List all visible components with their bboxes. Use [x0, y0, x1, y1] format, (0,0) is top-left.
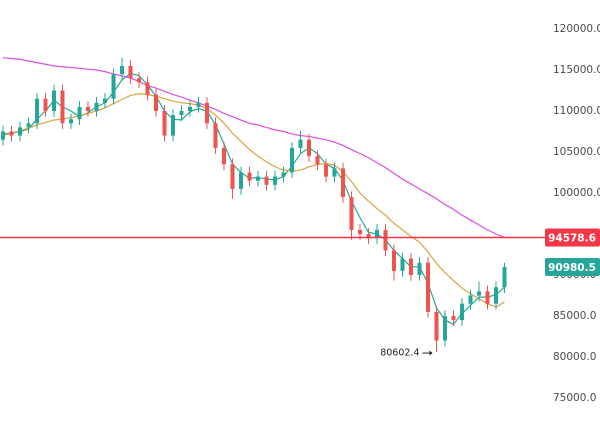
candle-body [43, 98, 48, 112]
candle-body [120, 65, 124, 75]
candle-body [349, 197, 354, 230]
last-price-label: 90980.5 [548, 262, 596, 274]
y-tick-label: 75000.0 [553, 392, 596, 404]
candle-body [256, 176, 260, 181]
candle-body [383, 229, 388, 251]
y-tick-label: 85000.0 [553, 310, 596, 322]
candle-body [1, 131, 5, 140]
candle-body [239, 172, 243, 189]
candle-body [468, 295, 473, 304]
y-tick-label: 115000.0 [553, 64, 600, 76]
candle-body [60, 90, 65, 124]
candle-body [443, 315, 447, 341]
moving-average-line [2, 93, 505, 308]
candle-body [52, 90, 56, 112]
candle-body [264, 176, 269, 185]
candle-body [485, 291, 490, 304]
candle-body [222, 147, 226, 165]
candle-body [86, 106, 90, 112]
candle-body [171, 115, 175, 136]
low-price-arrow-head [429, 350, 433, 356]
candle-body [111, 74, 116, 99]
price-line-label-box [545, 228, 600, 247]
candle-body [298, 139, 303, 148]
low-price-label: 80602.4 [380, 348, 419, 359]
candle-body [18, 127, 22, 136]
candle-body [451, 315, 456, 321]
candle-body [162, 111, 167, 136]
candle-body [179, 111, 184, 116]
candle-body [35, 98, 39, 124]
candle-body [494, 287, 498, 304]
candle-body [281, 172, 286, 177]
candle-body [77, 106, 82, 120]
candle-body [196, 102, 201, 107]
candle-body [400, 258, 405, 271]
candle-body [137, 78, 141, 83]
moving-average-line [2, 57, 505, 238]
candle-body [145, 82, 150, 95]
candle-body [273, 176, 277, 185]
candle-body [324, 164, 328, 177]
y-tick-label: 110000.0 [553, 105, 600, 117]
candle-body [366, 233, 371, 239]
y-tick-label: 120000.0 [553, 23, 600, 35]
candle-body [213, 123, 218, 148]
candle-body [426, 262, 430, 312]
candle-body [154, 94, 158, 112]
candle-body [375, 229, 379, 239]
candle-body [307, 139, 311, 157]
candle-body [26, 123, 31, 128]
price-line-label: 94578.6 [548, 232, 596, 244]
candle-body [460, 303, 464, 321]
candle-body [409, 258, 413, 275]
candle-body [69, 119, 73, 124]
candle-body [205, 102, 209, 124]
candle-body [477, 291, 481, 296]
candle-body [9, 131, 14, 136]
candle-body [94, 102, 99, 112]
y-tick-label: 100000.0 [553, 187, 600, 199]
candle-body [417, 262, 422, 275]
candle-body [103, 98, 107, 103]
y-tick-label: 105000.0 [553, 146, 600, 158]
y-tick-label: 80000.0 [553, 351, 596, 363]
candle-body [358, 229, 362, 234]
candle-body [230, 164, 235, 189]
candle-body [341, 168, 345, 198]
last-price-label-box [545, 257, 600, 276]
candle-body [392, 250, 396, 271]
candle-body [315, 156, 320, 165]
candle-body [332, 168, 337, 177]
candle-body [434, 311, 439, 341]
candle-body [247, 172, 252, 181]
candle-body [290, 147, 294, 173]
candle-body [128, 65, 133, 79]
candle-body [502, 266, 507, 288]
candle-body [188, 106, 192, 112]
